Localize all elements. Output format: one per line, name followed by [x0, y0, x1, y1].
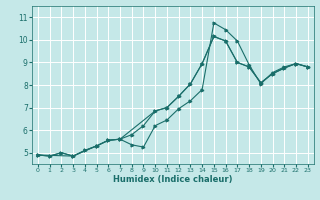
- X-axis label: Humidex (Indice chaleur): Humidex (Indice chaleur): [113, 175, 233, 184]
